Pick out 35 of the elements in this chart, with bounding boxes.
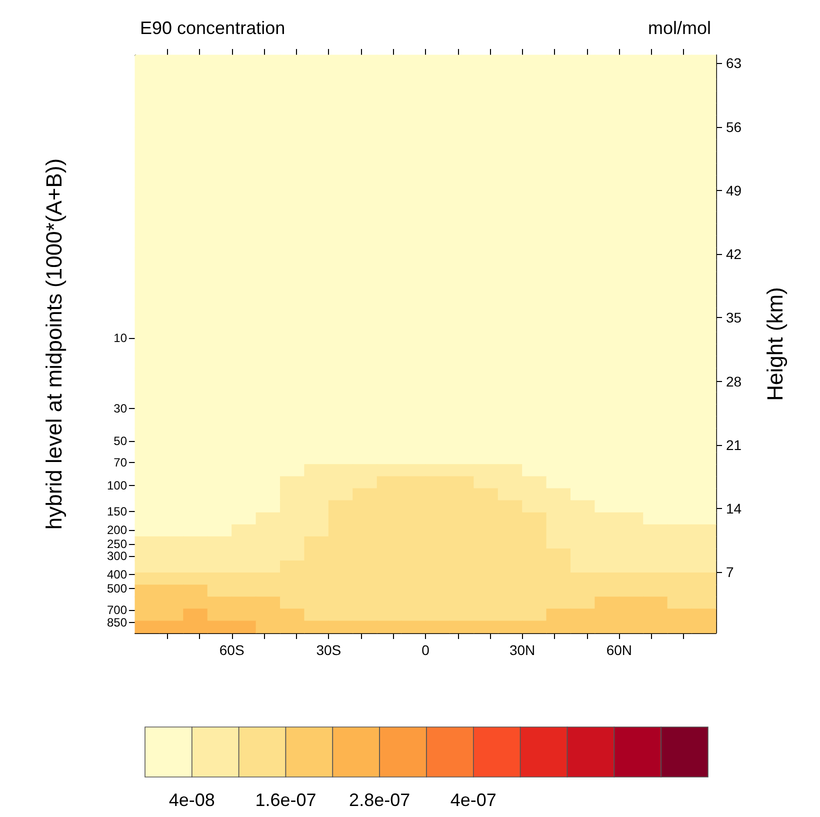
y-tick-label: 500 xyxy=(106,582,128,596)
x-tick-label: 60S xyxy=(219,642,244,658)
y-tick-label: 50 xyxy=(114,434,128,448)
color-bar-label: 4e-07 xyxy=(450,790,496,810)
y2-tick-label: 56 xyxy=(726,118,742,135)
y-tick-label: 850 xyxy=(106,616,128,630)
x-tick-label: 30S xyxy=(316,642,342,658)
y2-tick-label: 49 xyxy=(726,182,742,198)
y-tick-label: 200 xyxy=(106,522,128,537)
y2-tick-label: 63 xyxy=(726,55,742,72)
y-tick-label: 400 xyxy=(106,567,128,582)
y-tick-label: 10 xyxy=(114,331,128,346)
y-tick-label: 30 xyxy=(114,402,128,416)
y-tick-label: 100 xyxy=(106,478,128,493)
y-tick-label: 700 xyxy=(106,603,128,618)
y2-axis-title: Height (km) xyxy=(762,287,788,401)
x-tick-label: 0 xyxy=(422,642,430,658)
y-tick-label: 70 xyxy=(114,456,128,470)
color-bar-label: 2.8e-07 xyxy=(349,790,410,810)
y2-tick-label: 14 xyxy=(726,500,742,516)
chart-subtitle: mol/mol xyxy=(648,18,712,38)
x-tick-label: 60N xyxy=(606,642,632,658)
y2-tick-label: 42 xyxy=(726,246,742,262)
y-tick-label: 250 xyxy=(106,537,128,552)
y2-tick-label: 7 xyxy=(726,564,734,580)
y-tick-label: 150 xyxy=(106,504,128,519)
chart-title: E90 concentration xyxy=(140,18,286,38)
y-tick-label: 300 xyxy=(106,548,128,563)
y-axis-title: hybrid level at midpoints (1000*(A+B)) xyxy=(42,158,66,530)
y2-tick-label: 35 xyxy=(726,310,742,326)
x-tick-label: 30N xyxy=(509,642,536,658)
color-bar-label: 4e-08 xyxy=(168,790,215,810)
color-bar-label: 1.6e-07 xyxy=(255,790,316,810)
y2-tick-label: 28 xyxy=(726,373,742,390)
y2-tick-label: 21 xyxy=(726,436,742,453)
